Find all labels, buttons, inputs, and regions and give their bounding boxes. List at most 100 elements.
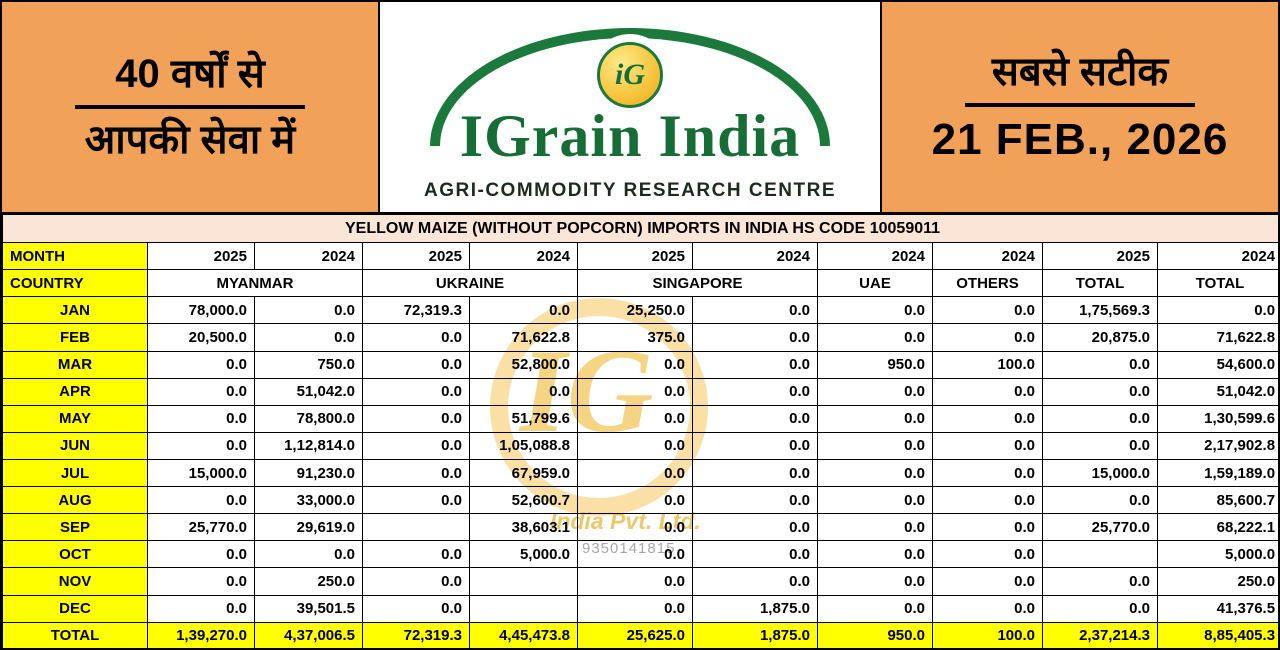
value-cell: 100.0: [932, 350, 1043, 379]
value-cell: 0.0: [577, 594, 693, 623]
year-header-cell: 2024: [692, 242, 818, 271]
value-cell: 0.0: [577, 458, 693, 488]
year-header-cell: 2024: [469, 242, 578, 271]
value-cell: 0.0: [1042, 404, 1158, 433]
value-cell: 0.0: [147, 377, 255, 406]
value-cell: 67,959.0: [469, 458, 578, 488]
month-cell: JUL: [2, 458, 148, 488]
country-header-cell: TOTAL: [1042, 269, 1158, 298]
year-header-cell: 2025: [1042, 242, 1158, 271]
value-cell: 0.0: [692, 404, 818, 433]
value-cell: 0.0: [147, 594, 255, 623]
year-header-cell: 2025: [577, 242, 693, 271]
value-cell: 0.0: [692, 377, 818, 406]
value-cell: 71,622.8: [469, 323, 578, 352]
data-row: MAR 0.0 750.0 0.0 52,800.0 0.0 0.0 950.0 100.0 0.…: [2, 350, 1278, 379]
value-cell: 0.0: [817, 513, 933, 542]
value-cell: 4,45,473.8: [469, 621, 578, 648]
value-cell: 0.0: [469, 296, 578, 325]
value-cell: 8,85,405.3: [1156, 621, 1278, 648]
value-cell: 0.0: [692, 350, 818, 379]
value-cell: 0.0: [932, 377, 1043, 406]
data-row: OCT 0.0 0.0 0.0 5,000.0 0.0 0.0 0.0 0.0 5,000.0: [2, 540, 1278, 569]
country-header-cell: OTHERS: [932, 269, 1043, 298]
data-row: JUL 15,000.0 91,230.0 0.0 67,959.0 0.0 0.0 0.0 0…: [2, 458, 1278, 488]
total-label-cell: TOTAL: [2, 621, 148, 648]
value-cell: 0.0: [469, 377, 578, 406]
value-cell: 0.0: [147, 567, 255, 596]
value-cell: 39,501.5: [254, 594, 363, 623]
value-cell: 0.0: [577, 486, 693, 515]
value-cell: 0.0: [817, 404, 933, 433]
country-header-cell: SINGAPORE: [577, 269, 818, 298]
value-cell: 0.0: [254, 296, 363, 325]
right-banner-line1: सबसे सटीक: [991, 50, 1169, 94]
value-cell: 85,600.7: [1156, 486, 1278, 515]
value-cell: 0.0: [932, 594, 1043, 623]
value-cell: 0.0: [362, 540, 470, 569]
value-cell: 71,622.8: [1156, 323, 1278, 352]
value-cell: 0.0: [362, 458, 470, 488]
value-cell: 0.0: [817, 431, 933, 461]
value-cell: 25,770.0: [147, 513, 255, 542]
value-cell: 1,875.0: [692, 621, 818, 648]
value-cell: 0.0: [817, 594, 933, 623]
value-cell: 0.0: [362, 431, 470, 461]
value-cell: 950.0: [817, 350, 933, 379]
value-cell: 29,619.0: [254, 513, 363, 542]
logo-monogram-text: iG: [615, 58, 645, 91]
value-cell: [469, 567, 578, 596]
value-cell: 0.0: [932, 404, 1043, 433]
value-cell: 0.0: [817, 540, 933, 569]
value-cell: 4,37,006.5: [254, 621, 363, 648]
month-cell: JAN: [2, 296, 148, 325]
value-cell: 1,875.0: [692, 594, 818, 623]
value-cell: 15,000.0: [1042, 458, 1158, 488]
value-cell: 2,37,214.3: [1042, 621, 1158, 648]
value-cell: 1,05,088.8: [469, 431, 578, 461]
value-cell: 0.0: [817, 567, 933, 596]
data-row: NOV 0.0 250.0 0.0 0.0 0.0 0.0 0.0 0.0 250.0: [2, 567, 1278, 596]
country-header-cell: TOTAL: [1156, 269, 1278, 298]
header: 40 वर्षों से आपकी सेवा में iG IGrain Ind…: [2, 2, 1278, 214]
value-cell: 0.0: [1042, 431, 1158, 461]
value-cell: 750.0: [254, 350, 363, 379]
value-cell: 0.0: [692, 513, 818, 542]
value-cell: 15,000.0: [147, 458, 255, 488]
table-body: YELLOW MAIZE (WITHOUT POPCORN) IMPORTS I…: [2, 213, 1278, 648]
value-cell: 52,600.7: [469, 486, 578, 515]
total-row: TOTAL 1,39,270.0 4,37,006.5 72,319.3 4,45,47…: [2, 621, 1278, 648]
value-cell: 0.0: [147, 350, 255, 379]
header-left-banner: 40 वर्षों से आपकी सेवा में: [2, 2, 380, 212]
country-header-row: COUNTRY MYANMAR UKRAINE SINGAPORE UAE OT…: [2, 269, 1278, 298]
year-header-cell: 2024: [817, 242, 933, 271]
value-cell: 0.0: [362, 594, 470, 623]
month-cell: JUN: [2, 431, 148, 461]
value-cell: 950.0: [817, 621, 933, 648]
value-cell: 33,000.0: [254, 486, 363, 515]
value-cell: 375.0: [577, 323, 693, 352]
value-cell: 0.0: [362, 486, 470, 515]
left-banner-line1: 40 वर्षों से: [115, 52, 265, 96]
country-header-cell: UKRAINE: [362, 269, 578, 298]
value-cell: 0.0: [577, 540, 693, 569]
value-cell: 0.0: [1042, 377, 1158, 406]
value-cell: 0.0: [1156, 296, 1278, 325]
value-cell: 0.0: [147, 540, 255, 569]
value-cell: 0.0: [362, 404, 470, 433]
value-cell: 0.0: [817, 458, 933, 488]
value-cell: 5,000.0: [1156, 540, 1278, 569]
value-cell: 0.0: [692, 296, 818, 325]
logo-monogram-icon: iG: [597, 42, 663, 108]
value-cell: 0.0: [932, 540, 1043, 569]
value-cell: 52,800.0: [469, 350, 578, 379]
value-cell: 25,770.0: [1042, 513, 1158, 542]
value-cell: 0.0: [577, 404, 693, 433]
value-cell: 0.0: [932, 296, 1043, 325]
value-cell: 1,39,270.0: [147, 621, 255, 648]
data-row: FEB 20,500.0 0.0 0.0 71,622.8 375.0 0.0 0.0 0.0 2…: [2, 323, 1278, 352]
year-header-cell: 2024: [254, 242, 363, 271]
value-cell: 1,59,189.0: [1156, 458, 1278, 488]
value-cell: 20,500.0: [147, 323, 255, 352]
